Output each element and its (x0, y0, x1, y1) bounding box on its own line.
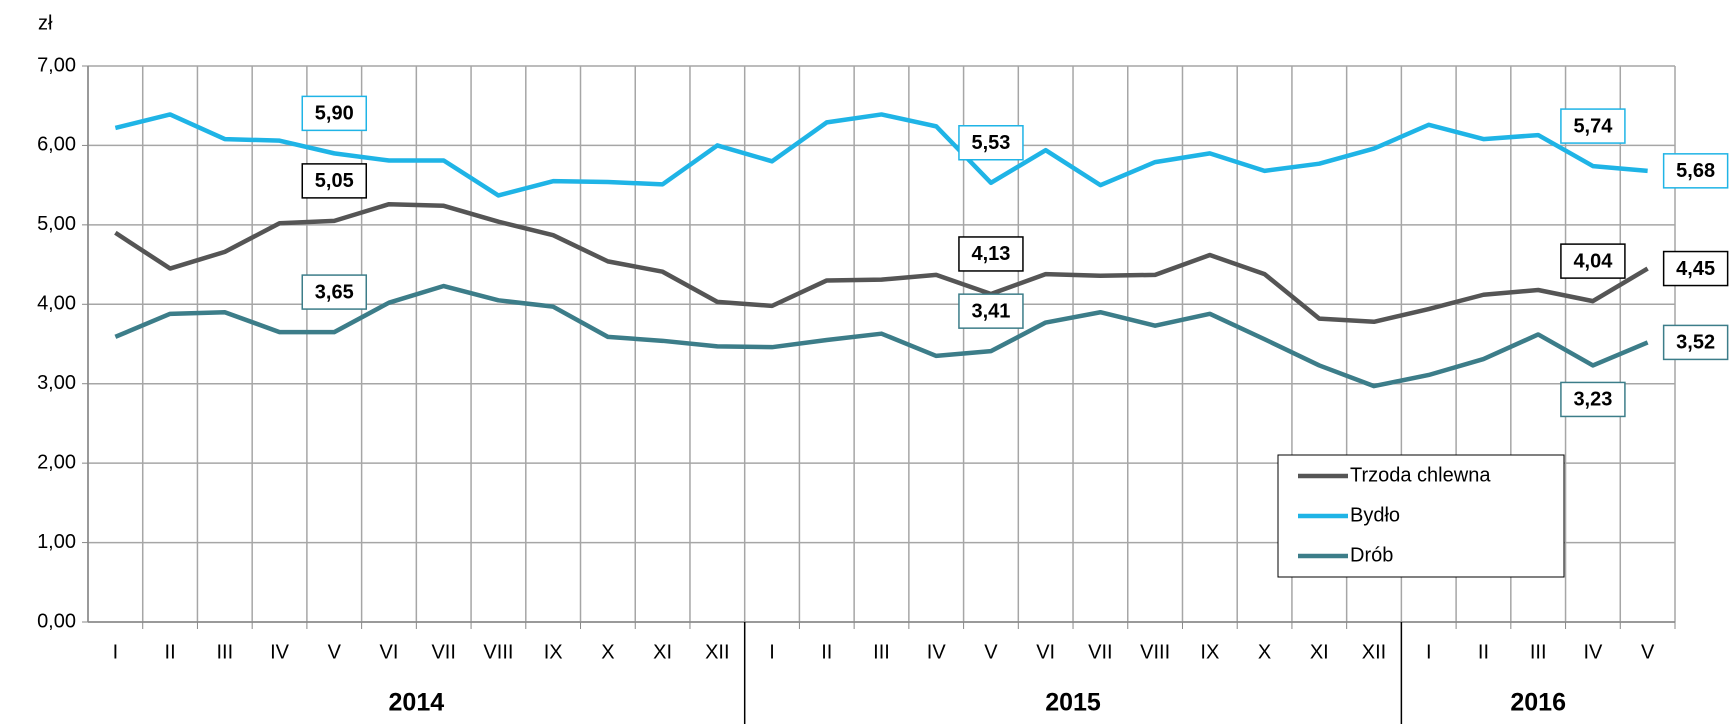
data-label: 3,52 (1676, 332, 1715, 354)
data-label: 5,74 (1573, 115, 1613, 137)
x-tick-label: II (1478, 641, 1489, 663)
y-tick-label: 2,00 (37, 451, 76, 473)
x-tick-label: II (821, 641, 832, 663)
year-label: 2014 (389, 689, 445, 717)
y-tick-label: 3,00 (37, 372, 76, 394)
x-tick-label: VIII (1140, 641, 1170, 663)
data-label-box (958, 293, 1024, 329)
series-line (114, 201, 1649, 325)
series-line (114, 112, 1648, 198)
x-tick-label: VIII (483, 641, 513, 663)
data-label-box (1662, 153, 1729, 189)
x-tick-label: XII (1362, 641, 1386, 663)
data-label: 3,65 (315, 281, 354, 303)
series-line (114, 283, 1649, 389)
x-tick-label: X (601, 641, 614, 663)
data-label-box (958, 125, 1024, 161)
year-label: 2015 (1045, 689, 1101, 717)
x-tick-label: V (984, 641, 998, 663)
x-tick-label: VII (431, 641, 455, 663)
x-tick-label: IV (927, 641, 947, 663)
y-tick-label: 4,00 (37, 293, 76, 315)
data-label: 3,23 (1573, 389, 1612, 411)
y-tick-label: 7,00 (37, 54, 76, 76)
data-label-box (301, 163, 368, 199)
x-tick-label: V (1641, 641, 1655, 663)
x-tick-label: XI (1310, 641, 1329, 663)
x-tick-label: V (328, 641, 342, 663)
x-tick-label: IV (1583, 641, 1603, 663)
x-tick-label: IV (270, 641, 290, 663)
data-label-box (301, 274, 368, 310)
year-label: 2016 (1510, 689, 1566, 717)
data-label-box (1662, 324, 1729, 361)
x-tick-label: XII (705, 641, 729, 663)
data-label: 5,90 (315, 103, 354, 125)
y-tick-label: 0,00 (37, 610, 76, 632)
x-tick-label: III (216, 641, 233, 663)
y-tick-label: 1,00 (37, 531, 76, 553)
x-tick-label: II (165, 641, 176, 663)
data-label: 3,41 (971, 300, 1010, 322)
data-label-box (1560, 381, 1626, 418)
data-label-box (1560, 243, 1626, 279)
y-tick-label: 5,00 (37, 213, 76, 235)
x-tick-label: IX (544, 641, 563, 663)
x-tick-label: VI (380, 641, 399, 663)
data-label: 4,45 (1676, 258, 1715, 280)
data-label: 4,04 (1573, 250, 1613, 272)
data-label: 4,13 (971, 243, 1010, 265)
x-tick-label: VII (1088, 641, 1112, 663)
x-tick-label: X (1258, 641, 1271, 663)
data-label-box (1560, 108, 1626, 144)
x-tick-label: III (873, 641, 890, 663)
legend-label: Bydło (1350, 504, 1400, 526)
x-tick-label: I (113, 641, 119, 663)
data-label-box (301, 95, 368, 132)
x-tick-label: VI (1036, 641, 1055, 663)
y-tick-label: 6,00 (37, 134, 76, 156)
data-label-box (958, 236, 1024, 272)
x-tick-label: I (769, 641, 775, 663)
data-label: 5,68 (1676, 160, 1715, 182)
data-label: 5,53 (971, 132, 1010, 154)
x-tick-label: III (1530, 641, 1547, 663)
x-tick-label: I (1426, 641, 1432, 663)
legend-label: Drób (1350, 544, 1393, 566)
data-label-box (1662, 250, 1729, 287)
y-axis-unit: zł (38, 12, 53, 34)
x-tick-label: IX (1200, 641, 1219, 663)
legend-label: Trzoda chlewna (1350, 464, 1491, 486)
data-label: 5,05 (315, 170, 354, 192)
x-tick-label: XI (653, 641, 672, 663)
